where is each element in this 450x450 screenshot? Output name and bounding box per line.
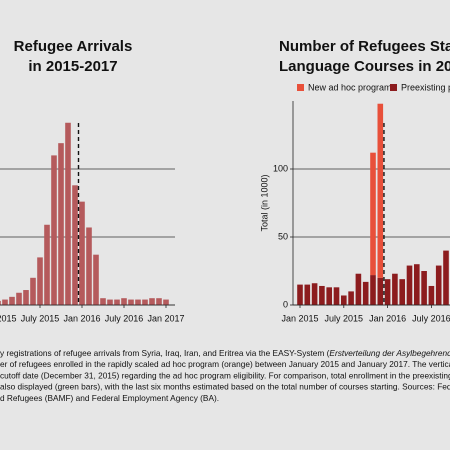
bar-segment <box>362 281 369 305</box>
bar <box>16 292 22 305</box>
bar <box>114 299 120 305</box>
bar <box>0 300 1 305</box>
caption-text: d Refugees (BAMF) and Federal Employment… <box>0 393 219 403</box>
bar-segment <box>319 285 325 305</box>
legend-label: Preexisting pr <box>401 82 450 92</box>
bar <box>23 290 29 305</box>
bar-segment <box>311 283 318 305</box>
x-tick-label: July 2015 <box>21 313 60 323</box>
bar-segment <box>370 275 376 305</box>
x-tick-label: Jan 2016 <box>369 313 406 323</box>
legend-label: New ad hoc program <box>308 82 392 92</box>
caption-line: d Refugees (BAMF) and Federal Employment… <box>0 393 219 403</box>
x-tick-label: Jan 2017 <box>147 313 184 323</box>
chart-title: Refugee Arrivals <box>14 38 133 55</box>
bar-segment <box>399 279 405 305</box>
bar-segment <box>326 287 332 305</box>
bar-segment <box>297 284 303 305</box>
bar-segment <box>377 277 384 305</box>
bar <box>142 299 148 305</box>
bar <box>72 185 78 305</box>
bar <box>44 224 50 305</box>
caption-text: er of refugees enrolled in the rapidly s… <box>0 359 450 369</box>
bar <box>86 227 92 305</box>
x-tick-label: July 2015 <box>325 313 364 323</box>
chart-title: Number of Refugees Sta <box>279 38 450 55</box>
x-tick-label: Jan 2015 <box>0 313 17 323</box>
x-tick-label: Jan 2016 <box>63 313 100 323</box>
bar-segment <box>406 265 413 305</box>
x-tick-label: July 2016 <box>412 313 450 323</box>
bar <box>51 155 57 305</box>
bar <box>163 299 169 305</box>
bar-segment <box>435 265 442 305</box>
bar-segment <box>304 284 311 305</box>
bar <box>128 299 134 305</box>
bar <box>79 201 85 305</box>
bar <box>156 298 162 305</box>
bar-segment <box>370 152 376 276</box>
caption-text: y registrations of refugee arrivals from… <box>0 348 330 358</box>
caption-text: also displayed (green bars), with the la… <box>0 382 450 392</box>
bar <box>149 298 155 305</box>
legend-swatch <box>297 84 304 91</box>
bar <box>58 143 64 305</box>
y-tick-label: 100 <box>273 163 288 173</box>
bar-segment <box>384 279 391 305</box>
caption-line: er of refugees enrolled in the rapidly s… <box>0 359 450 369</box>
caption-line: cutoff date (December 31, 2015) regardin… <box>0 371 450 381</box>
bar-segment <box>392 273 398 305</box>
y-tick-label: 0 <box>283 299 288 309</box>
bar <box>30 277 36 305</box>
legend-swatch <box>390 84 397 91</box>
y-tick-label: 50 <box>278 231 288 241</box>
bar-segment <box>421 271 427 305</box>
bar <box>65 122 71 305</box>
bar-segment <box>341 295 347 305</box>
bar-segment <box>428 285 435 305</box>
bar <box>135 299 141 305</box>
caption-text: Erstverteilung der Asylbegehrenden-Sys <box>329 348 450 358</box>
bar-segment <box>333 287 340 305</box>
x-tick-label: July 2016 <box>105 313 144 323</box>
bar <box>37 257 43 305</box>
bar <box>121 298 127 305</box>
x-tick-label: Jan 2015 <box>281 313 318 323</box>
caption-line: y registrations of refugee arrivals from… <box>0 348 450 358</box>
caption-line: also displayed (green bars), with the la… <box>0 382 450 392</box>
y-axis-label: Total (in 1000) <box>259 174 269 231</box>
bar-segment <box>355 273 362 305</box>
bar <box>93 254 99 305</box>
chart-title: Language Courses in 201 <box>279 58 450 75</box>
chart-title: in 2015-2017 <box>28 58 117 75</box>
bar-segment <box>414 264 420 305</box>
bar <box>100 298 106 305</box>
bar <box>107 299 113 305</box>
bar-segment <box>377 103 384 278</box>
caption-text: cutoff date (December 31, 2015) regardin… <box>0 371 450 381</box>
bar <box>2 299 8 305</box>
bar-segment <box>443 250 449 305</box>
bar <box>9 296 15 305</box>
bar-segment <box>348 291 354 305</box>
